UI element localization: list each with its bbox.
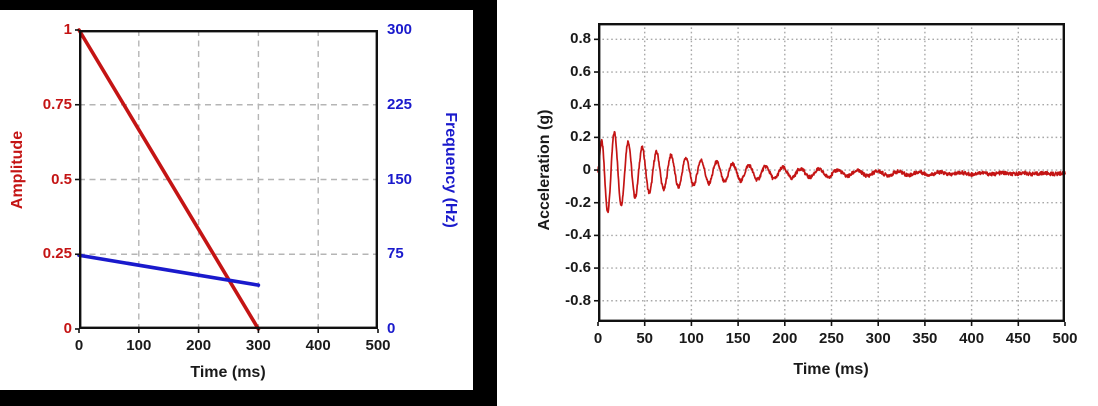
series-line-frequency-sweep [77, 253, 261, 287]
frequency-tick-label: 300 [387, 21, 413, 38]
acceleration-tick-label: 0.4 [570, 95, 591, 113]
amplitude-tick-label: 0 [63, 320, 72, 337]
x-tick-label: 150 [725, 330, 751, 347]
x-tick-label: 250 [818, 330, 845, 347]
sweep-chart-figure: Amplitude Frequency (Hz) Time (ms) 0 100 2… [0, 0, 497, 406]
x-tick-label: 450 [1005, 330, 1031, 347]
acceleration-tick-label: 0.2 [570, 128, 591, 146]
x-tick-label: 200 [186, 337, 212, 354]
series-line-acceleration-response [597, 130, 1066, 214]
amplitude-tick-label: 1 [63, 21, 72, 38]
frequency-tick-label: 225 [387, 95, 413, 113]
acceleration-tick-label: -0.4 [565, 226, 591, 244]
x-tick-label: 100 [678, 330, 704, 347]
x-tick-label: 500 [1052, 330, 1078, 347]
acceleration-tick-label: -0.2 [565, 193, 591, 211]
x-tick-label: 0 [593, 330, 603, 347]
sweep-chart-plot-area [75, 28, 379, 333]
amplitude-tick-label: 0.25 [42, 245, 72, 263]
x-tick-label: 400 [305, 337, 331, 354]
acceleration-tick-label: 0.6 [570, 63, 591, 81]
left-chart-x-axis-title: Time (ms) [190, 364, 266, 381]
acceleration-tick-label: -0.6 [565, 259, 591, 277]
x-tick-label: 300 [865, 330, 891, 347]
amplitude-tick-label: 0.5 [51, 170, 72, 188]
x-tick-label: 500 [365, 337, 391, 354]
acceleration-tick-label: 0 [582, 161, 591, 179]
x-tick-label: 0 [74, 337, 84, 354]
frequency-tick-label: 75 [387, 245, 404, 263]
acceleration-tick-label: -0.8 [565, 291, 591, 309]
acceleration-tick-label: 0.8 [570, 30, 591, 48]
response-chart-figure: Acceleration (g) Time (ms) 0 50 100 150 200 2… [497, 0, 1098, 406]
x-tick-label: 50 [636, 330, 654, 347]
x-tick-label: 200 [772, 330, 798, 347]
x-tick-label: 300 [245, 337, 271, 354]
frequency-tick-label: 150 [387, 170, 413, 188]
x-tick-label: 400 [959, 330, 985, 347]
amplitude-tick-label: 0.75 [42, 95, 72, 113]
plot-frame [79, 30, 379, 330]
x-tick-label: 350 [912, 330, 938, 347]
plot-frame [598, 23, 1066, 323]
x-tick-label: 100 [126, 337, 152, 354]
right-chart-x-axis-title: Time (ms) [793, 361, 869, 378]
response-chart-plot-area [594, 23, 1066, 326]
frequency-tick-label: 0 [387, 320, 396, 337]
